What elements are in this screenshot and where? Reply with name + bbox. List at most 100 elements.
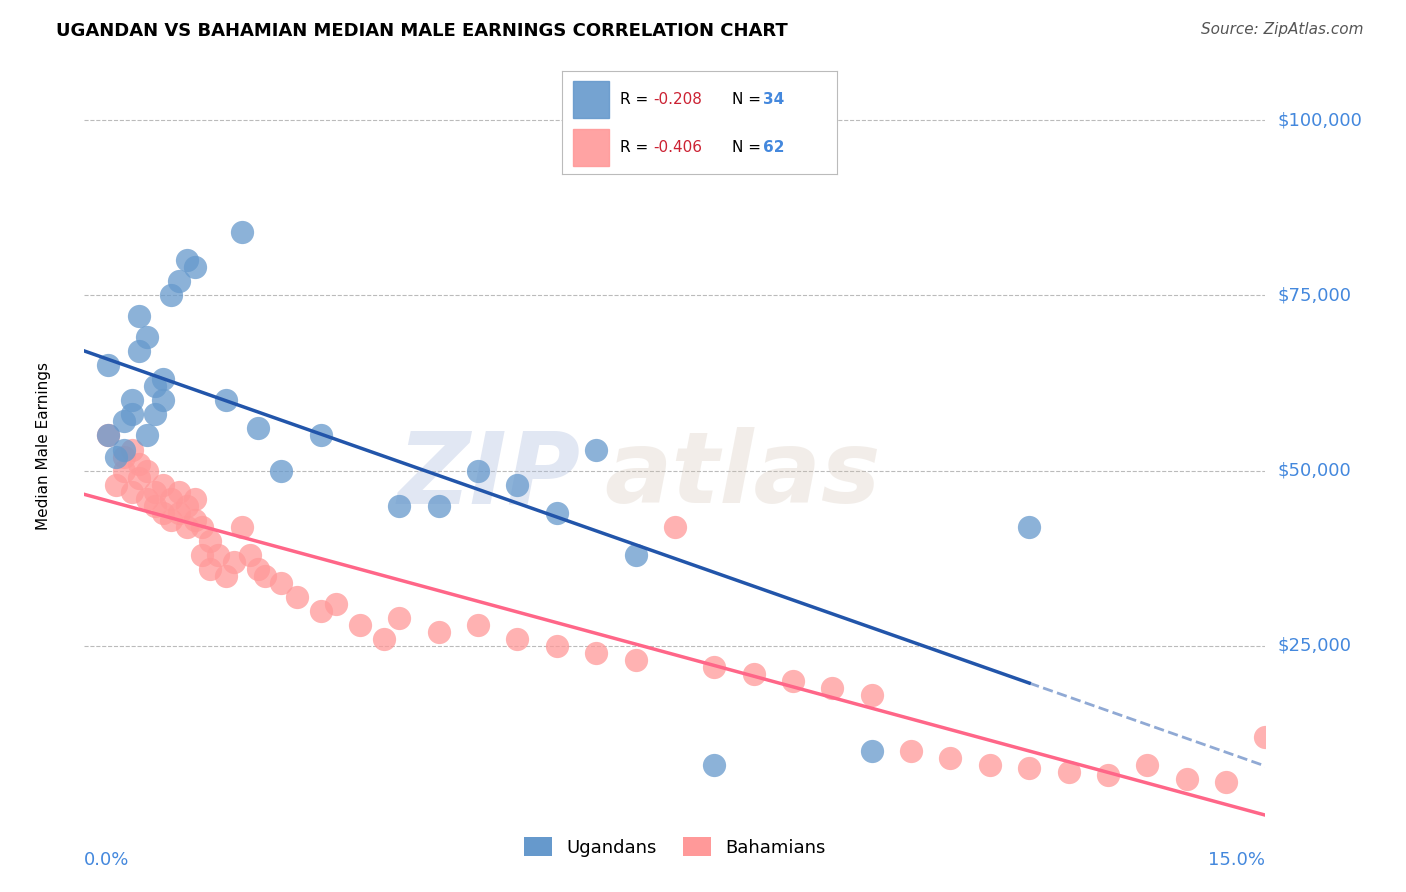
Point	[373, 632, 395, 646]
Point	[200, 533, 222, 548]
Point	[112, 450, 135, 464]
Point	[167, 506, 190, 520]
Bar	[574, 80, 609, 118]
Text: $100,000: $100,000	[1277, 112, 1362, 129]
Point	[246, 421, 269, 435]
Point	[467, 463, 489, 477]
Point	[285, 590, 308, 604]
Point	[506, 632, 529, 646]
Point	[152, 506, 174, 520]
Text: 34: 34	[762, 92, 783, 106]
Point	[183, 512, 205, 526]
Point	[128, 310, 150, 324]
Point	[388, 499, 411, 513]
Point	[270, 463, 292, 477]
Point	[183, 260, 205, 275]
Point	[1254, 730, 1277, 744]
Point	[112, 442, 135, 457]
Point	[467, 617, 489, 632]
Point	[97, 359, 120, 373]
Legend: Ugandans, Bahamians: Ugandans, Bahamians	[517, 830, 832, 864]
Point	[97, 428, 120, 442]
Point	[246, 561, 269, 575]
Point	[1215, 775, 1237, 789]
Point	[112, 415, 135, 429]
Text: $25,000: $25,000	[1277, 637, 1351, 655]
Text: ZIP: ZIP	[398, 427, 581, 524]
Point	[1136, 757, 1159, 772]
Text: UGANDAN VS BAHAMIAN MEDIAN MALE EARNINGS CORRELATION CHART: UGANDAN VS BAHAMIAN MEDIAN MALE EARNINGS…	[56, 22, 787, 40]
Point	[183, 491, 205, 506]
Point	[664, 519, 686, 533]
Text: 0.0%: 0.0%	[84, 851, 129, 869]
Text: N =: N =	[733, 140, 766, 155]
Point	[939, 750, 962, 764]
Point	[254, 568, 277, 582]
Point	[128, 344, 150, 359]
Point	[215, 393, 238, 408]
Point	[176, 499, 198, 513]
Point	[121, 484, 143, 499]
Point	[309, 603, 332, 617]
Point	[427, 624, 450, 639]
Point	[136, 330, 159, 344]
Point	[782, 673, 804, 688]
Point	[136, 428, 159, 442]
Point	[104, 450, 127, 464]
Point	[97, 428, 120, 442]
Point	[821, 681, 844, 695]
Point	[128, 470, 150, 484]
Point	[585, 442, 607, 457]
Point	[167, 484, 190, 499]
Point	[152, 393, 174, 408]
Point	[121, 393, 143, 408]
Point	[349, 617, 371, 632]
Point	[215, 568, 238, 582]
Point	[143, 408, 166, 422]
Point	[860, 688, 883, 702]
Point	[388, 610, 411, 624]
Point	[136, 463, 159, 477]
Point	[270, 575, 292, 590]
Point	[309, 428, 332, 442]
Point	[160, 491, 183, 506]
Point	[200, 561, 222, 575]
Point	[191, 548, 214, 562]
Point	[152, 372, 174, 386]
Text: atlas: atlas	[605, 427, 880, 524]
Text: R =: R =	[620, 140, 654, 155]
Point	[900, 743, 922, 757]
Point	[1018, 519, 1040, 533]
Point	[506, 477, 529, 491]
Text: Source: ZipAtlas.com: Source: ZipAtlas.com	[1201, 22, 1364, 37]
Point	[231, 519, 253, 533]
Point	[176, 253, 198, 268]
Point	[222, 555, 245, 569]
Point	[207, 548, 229, 562]
Point	[104, 477, 127, 491]
Point	[1018, 761, 1040, 775]
Point	[325, 597, 347, 611]
Point	[167, 275, 190, 289]
Point	[136, 491, 159, 506]
Text: R =: R =	[620, 92, 654, 106]
Point	[1097, 768, 1119, 782]
Point	[1175, 772, 1198, 786]
Point	[231, 226, 253, 240]
Point	[585, 646, 607, 660]
Point	[703, 757, 725, 772]
Text: -0.406: -0.406	[652, 140, 702, 155]
Point	[742, 666, 765, 681]
Point	[239, 548, 262, 562]
Point	[979, 757, 1001, 772]
Point	[160, 288, 183, 302]
Text: $50,000: $50,000	[1277, 461, 1351, 480]
Point	[121, 442, 143, 457]
Point	[143, 379, 166, 393]
Point	[152, 477, 174, 491]
Text: 15.0%: 15.0%	[1208, 851, 1265, 869]
Point	[624, 652, 647, 666]
Point	[860, 743, 883, 757]
Text: 62: 62	[762, 140, 785, 155]
Text: Median Male Earnings: Median Male Earnings	[35, 362, 51, 530]
